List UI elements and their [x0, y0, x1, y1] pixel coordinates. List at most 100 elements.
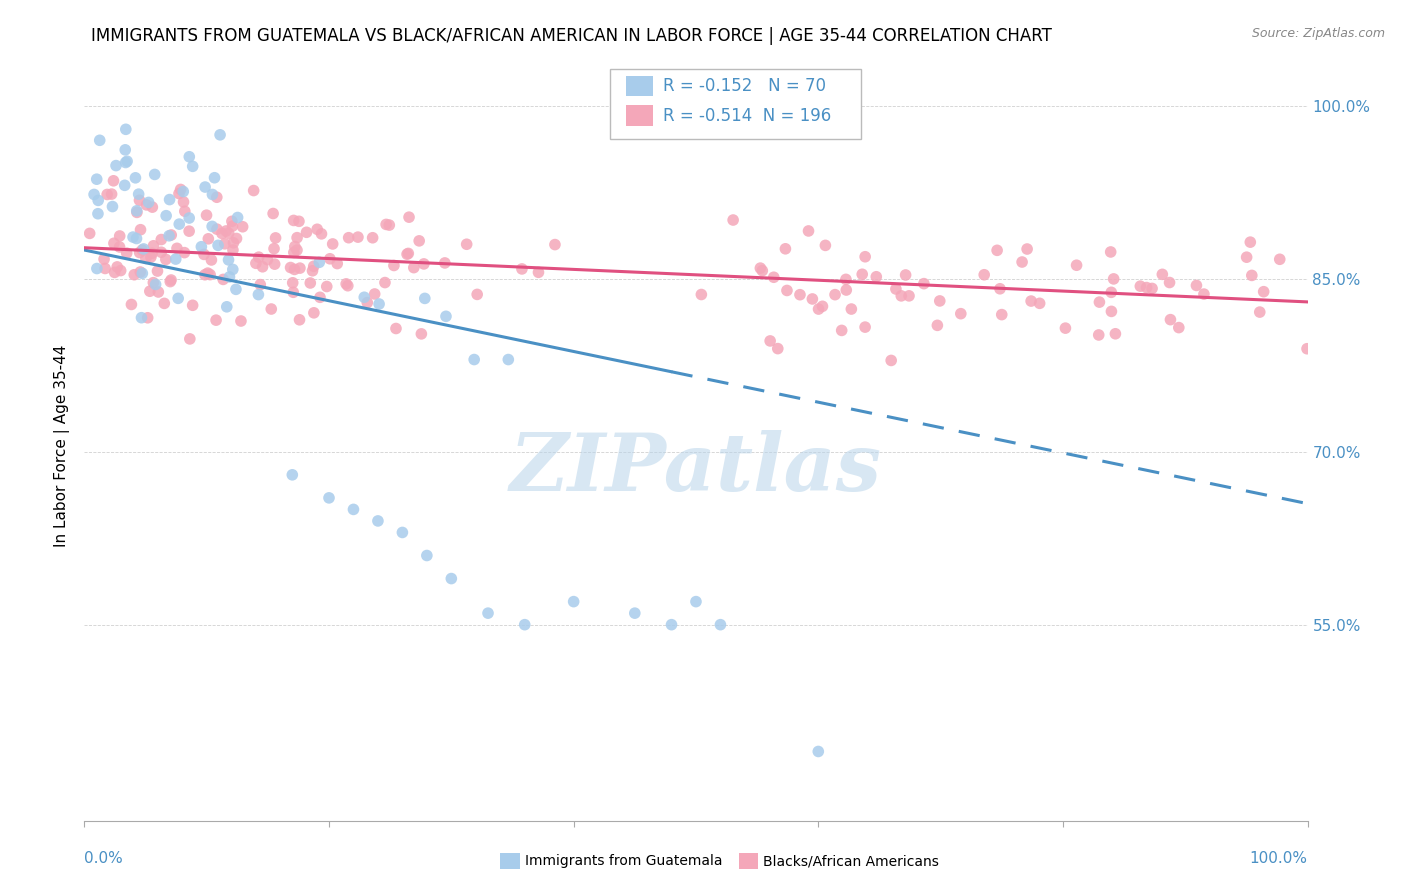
Point — [200, 252, 222, 267]
Point — [1253, 285, 1275, 299]
Point — [368, 297, 391, 311]
Point — [159, 193, 181, 207]
Point — [288, 214, 311, 228]
Point — [218, 252, 240, 267]
Point — [114, 178, 136, 193]
Point — [1240, 268, 1263, 283]
Point — [1099, 304, 1122, 318]
Point — [131, 310, 153, 325]
Point — [252, 260, 274, 274]
Text: R = -0.514  N = 196: R = -0.514 N = 196 — [664, 107, 831, 125]
Point — [374, 276, 396, 290]
Point — [173, 194, 195, 209]
Point — [353, 290, 375, 304]
Point — [853, 320, 876, 334]
Point — [434, 310, 457, 324]
Point — [378, 218, 401, 232]
Point — [139, 250, 162, 264]
Point — [221, 214, 243, 228]
Point — [544, 237, 567, 252]
Point — [115, 154, 138, 169]
Point — [408, 234, 430, 248]
Bar — [738, 853, 758, 870]
Y-axis label: In Labor Force | Age 35-44: In Labor Force | Age 35-44 — [55, 345, 70, 547]
Point — [222, 243, 245, 257]
Point — [990, 308, 1012, 322]
Point — [1028, 296, 1050, 310]
Point — [103, 236, 125, 251]
Point — [135, 252, 157, 266]
Point — [361, 231, 384, 245]
Point — [87, 194, 110, 208]
Point — [319, 252, 342, 266]
Point — [103, 174, 125, 188]
Point — [949, 307, 972, 321]
Point — [263, 257, 285, 271]
Point — [83, 187, 105, 202]
Point — [153, 296, 176, 310]
Point — [776, 284, 799, 298]
Point — [342, 502, 364, 516]
Point — [1268, 252, 1291, 267]
Point — [396, 247, 419, 261]
Point — [94, 261, 117, 276]
Point — [155, 252, 177, 267]
Point — [1019, 294, 1042, 309]
Point — [145, 277, 167, 292]
Point — [242, 184, 264, 198]
Point — [148, 285, 170, 299]
Point — [194, 180, 217, 194]
Point — [1159, 276, 1181, 290]
Point — [898, 289, 921, 303]
Point — [129, 265, 152, 279]
Point — [125, 205, 148, 219]
Point — [789, 287, 811, 301]
Point — [139, 284, 162, 298]
Point — [128, 194, 150, 208]
Point — [245, 256, 267, 270]
Point — [280, 260, 302, 275]
Point — [880, 353, 903, 368]
Point — [284, 239, 307, 253]
Point — [440, 572, 463, 586]
Point — [128, 245, 150, 260]
Point — [465, 287, 488, 301]
FancyBboxPatch shape — [610, 69, 860, 139]
Point — [146, 264, 169, 278]
Point — [197, 232, 219, 246]
Point — [87, 207, 110, 221]
Text: IMMIGRANTS FROM GUATEMALA VS BLACK/AFRICAN AMERICAN IN LABOR FORCE | AGE 35-44 C: IMMIGRANTS FROM GUATEMALA VS BLACK/AFRIC… — [91, 27, 1052, 45]
Point — [215, 300, 238, 314]
Point — [814, 238, 837, 252]
Point — [721, 213, 744, 227]
Point — [190, 240, 212, 254]
Point — [527, 265, 550, 279]
Point — [690, 287, 713, 301]
Point — [167, 217, 190, 231]
Point — [1140, 281, 1163, 295]
Point — [385, 321, 408, 335]
Point — [179, 150, 201, 164]
Point — [307, 222, 329, 236]
Point — [308, 255, 330, 269]
Point — [759, 334, 782, 348]
Point — [138, 195, 160, 210]
Point — [86, 172, 108, 186]
Point — [214, 236, 236, 251]
Point — [221, 219, 243, 233]
Point — [79, 227, 101, 241]
Point — [1054, 321, 1077, 335]
Point — [93, 252, 115, 266]
Point — [326, 256, 349, 270]
Point — [928, 293, 950, 308]
Point — [160, 227, 183, 242]
Point — [751, 263, 773, 277]
Point — [86, 261, 108, 276]
Point — [1066, 258, 1088, 272]
Point — [1152, 268, 1174, 282]
Point — [197, 266, 219, 280]
Point — [412, 257, 434, 271]
Point — [375, 218, 398, 232]
Point — [1249, 305, 1271, 319]
Point — [912, 277, 935, 291]
